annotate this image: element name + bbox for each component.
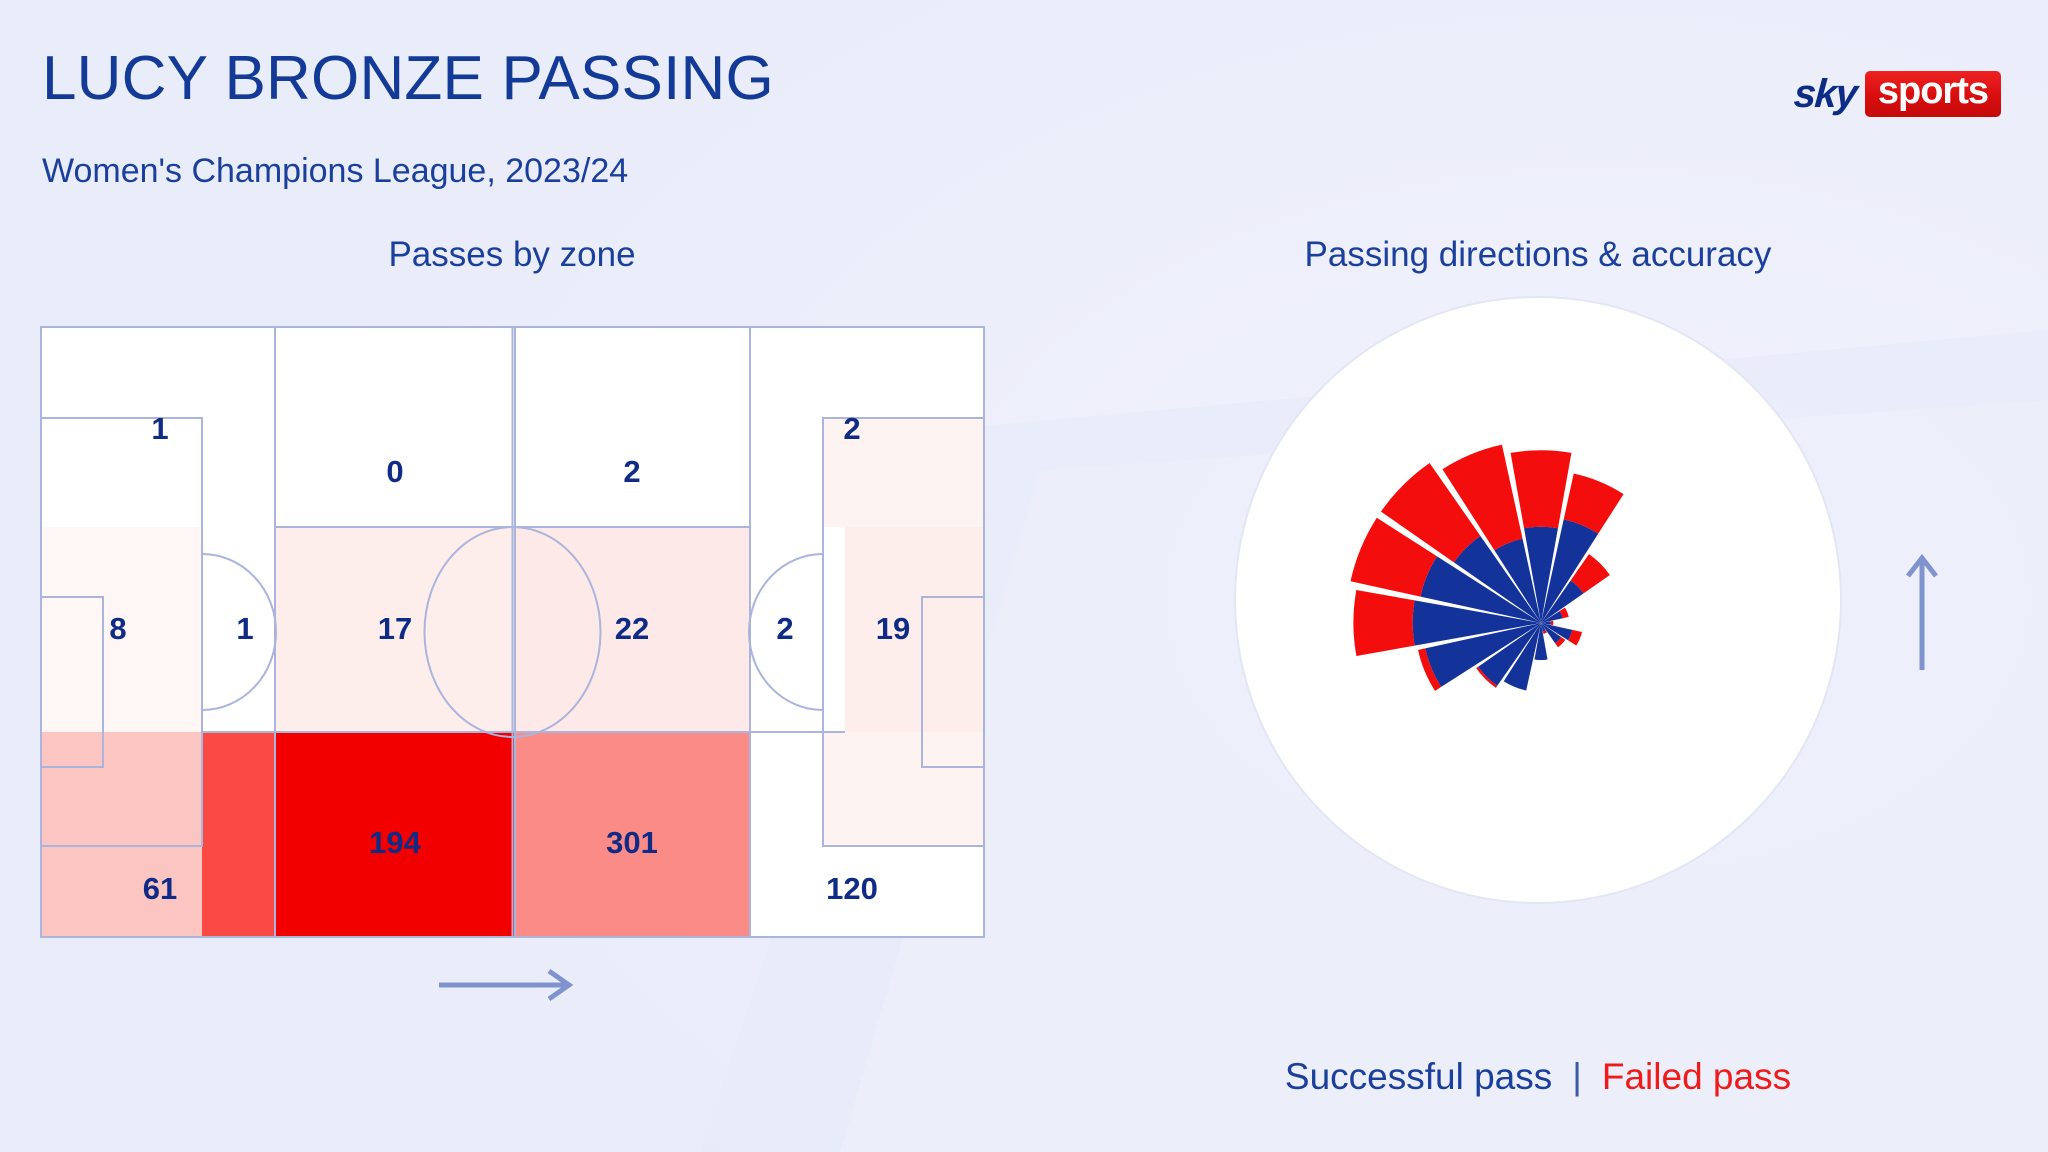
pitch-zone-z-c4-r1[interactable]: [515, 326, 750, 527]
rose-sector-successful-4[interactable]: [1524, 526, 1558, 623]
pitch-zone-z-c2-r2[interactable]: [202, 527, 275, 732]
pitch-zone-z-c4-r2[interactable]: [515, 527, 750, 732]
pitch-zone-z-c3-r3[interactable]: [275, 732, 515, 938]
zone-value-z-c5-r2: 2: [776, 611, 793, 646]
rose-sector-failed-0[interactable]: [1550, 620, 1554, 626]
attacking-direction-arrow-icon: [439, 968, 574, 1002]
penalty-box-right: [822, 417, 985, 847]
rose-chart-legend: Successful pass | Failed pass: [1285, 1056, 1791, 1098]
rose-sector-successful-14[interactable]: [1541, 623, 1562, 644]
rose-sector-successful-12[interactable]: [1534, 623, 1548, 661]
rose-sector-failed-3[interactable]: [1563, 473, 1624, 534]
passes-by-zone-pitch: 1 0 2 2 8 1 17 22 2 19 61 194 301 120: [40, 326, 985, 938]
sky-sports-logo: sky sports: [1792, 70, 2001, 118]
zone-value-z-c1-r2: 8: [109, 611, 126, 646]
zone-value-z-c2-r3: 194: [369, 825, 421, 860]
pitch-zone-z-c1-r3[interactable]: [40, 732, 202, 938]
pitch-zone-z-c1-r2[interactable]: [40, 527, 202, 732]
pitch-zone-z-c2-r1[interactable]: [202, 326, 275, 527]
rose-sector-failed-14[interactable]: [1555, 637, 1566, 648]
rose-sector-successful-6[interactable]: [1453, 535, 1541, 623]
pitch-orientation-up-arrow-icon: [1906, 553, 1938, 670]
rose-sector-successful-7[interactable]: [1420, 556, 1541, 623]
rose-sector-failed-10[interactable]: [1476, 666, 1498, 688]
rose-sector-successful-5[interactable]: [1494, 538, 1541, 623]
pitch-zone-z-c6-r2[interactable]: [845, 527, 985, 732]
zone-value-z-c1-r1: 1: [151, 411, 168, 446]
page-subtitle: Women's Champions League, 2023/24: [42, 152, 629, 190]
rose-sector-failed-15[interactable]: [1568, 629, 1582, 646]
rose-sector-failed-7[interactable]: [1350, 517, 1438, 597]
six-yard-box-right: [921, 596, 985, 768]
zone-value-z-c3-r2: 17: [378, 611, 412, 646]
sports-wordmark: sports: [1864, 71, 2001, 117]
zone-value-z-c2-r2: 1: [236, 611, 253, 646]
pitch-zone-z-c5-r2[interactable]: [750, 527, 845, 732]
rose-sector-failed-6[interactable]: [1380, 462, 1481, 563]
rose-sector-group: [1350, 444, 1624, 691]
rose-chart-svg: [1234, 296, 1842, 904]
rose-sector-successful-11[interactable]: [1503, 623, 1541, 691]
pitch-zone-z-c2-r3[interactable]: [202, 732, 275, 938]
rose-sector-successful-10[interactable]: [1478, 623, 1541, 686]
rose-sector-successful-13[interactable]: [1541, 623, 1546, 632]
pitch-markings: [40, 326, 985, 938]
rose-sector-successful-1[interactable]: [1541, 611, 1563, 623]
rose-sector-failed-2[interactable]: [1570, 554, 1610, 594]
pitch-zone-z-c3-r2[interactable]: [275, 527, 515, 732]
legend-successful-pass-label: Successful pass: [1284, 1056, 1553, 1097]
six-yard-box-left: [40, 596, 104, 768]
rose-sector-failed-13[interactable]: [1542, 630, 1547, 634]
zone-value-z-c6-r2: 19: [876, 611, 910, 646]
page-title: LUCY BRONZE PASSING: [42, 44, 774, 113]
sky-wordmark: sky: [1792, 72, 1858, 116]
zone-value-z-c3-r3: 301: [606, 825, 658, 860]
rose-sector-successful-2[interactable]: [1541, 580, 1584, 623]
rose-sector-failed-8[interactable]: [1353, 589, 1415, 657]
pitch-panel-title: Passes by zone: [388, 235, 636, 274]
pitch-zone-z-c4-r3[interactable]: [515, 732, 750, 938]
rose-sector-successful-0[interactable]: [1541, 621, 1551, 625]
zone-value-z-c3-r1: 2: [623, 454, 640, 489]
rose-sector-failed-9[interactable]: [1418, 648, 1442, 691]
legend-failed-pass-label: Failed pass: [1601, 1056, 1792, 1097]
rose-sector-failed-1[interactable]: [1559, 607, 1569, 619]
rose-sector-failed-5[interactable]: [1442, 444, 1523, 551]
zone-value-z-c4-r1: 2: [843, 411, 860, 446]
rose-sector-successful-9[interactable]: [1425, 623, 1541, 687]
pitch-zone-z-c3-r1[interactable]: [275, 326, 515, 527]
zone-value-z-c1-r3: 61: [143, 871, 177, 906]
rose-sector-successful-15[interactable]: [1541, 623, 1573, 641]
penalty-box-left: [40, 417, 203, 847]
zone-value-z-c4-r3: 120: [826, 871, 878, 906]
rose-sector-successful-3[interactable]: [1541, 519, 1599, 623]
rose-sector-failed-4[interactable]: [1510, 450, 1572, 529]
zone-value-z-c4-r2: 22: [615, 611, 649, 646]
legend-separator: |: [1572, 1056, 1582, 1097]
zone-value-z-c2-r1: 0: [386, 454, 403, 489]
rose-sector-successful-8[interactable]: [1412, 600, 1541, 646]
passing-direction-rose-chart: [1228, 295, 1848, 915]
rose-panel-title: Passing directions & accuracy: [1304, 235, 1772, 274]
pitch-zone-z-c1-r1[interactable]: [40, 326, 202, 527]
